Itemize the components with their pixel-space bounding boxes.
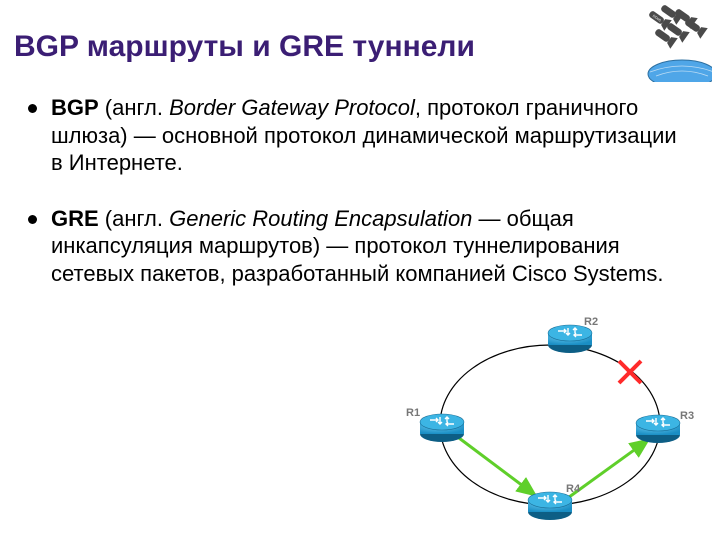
bgp-expansion: Border Gateway Protocol — [169, 95, 415, 120]
router-r4: R4 — [528, 483, 581, 520]
router-label-r2: R2 — [584, 316, 598, 328]
router-label-r3: R3 — [680, 410, 694, 422]
broken-link-cross-icon — [619, 361, 641, 383]
ring-topology-diagram: R2 R1 R3 — [400, 310, 700, 530]
bullet-gre: GRE (англ. Generic Routing Encapsulation… — [28, 205, 678, 288]
bullet-text: GRE (англ. Generic Routing Encapsulation… — [51, 205, 678, 288]
gre-expansion: Generic Routing Encapsulation — [169, 206, 472, 231]
arrow-r1-r4 — [455, 435, 535, 495]
router-r3: R3 — [636, 410, 694, 443]
router-r1: R1 — [406, 407, 464, 442]
bullet-bgp: BGP (англ. Border Gateway Protocol, прот… — [28, 94, 678, 177]
bullet-text: BGP (англ. Border Gateway Protocol, прот… — [51, 94, 678, 177]
ddos-illustration: DDoS — [612, 4, 712, 82]
gre-term: GRE — [51, 206, 99, 231]
bgp-term: BGP — [51, 95, 99, 120]
router-r2: R2 — [548, 316, 598, 353]
slide-title: BGP маршруты и GRE туннели — [14, 30, 475, 64]
bullet-dot — [28, 215, 37, 224]
bullet-list: BGP (англ. Border Gateway Protocol, прот… — [28, 94, 678, 315]
router-label-r1: R1 — [406, 407, 420, 419]
bullet-dot — [28, 104, 37, 113]
router-label-r4: R4 — [566, 483, 581, 495]
